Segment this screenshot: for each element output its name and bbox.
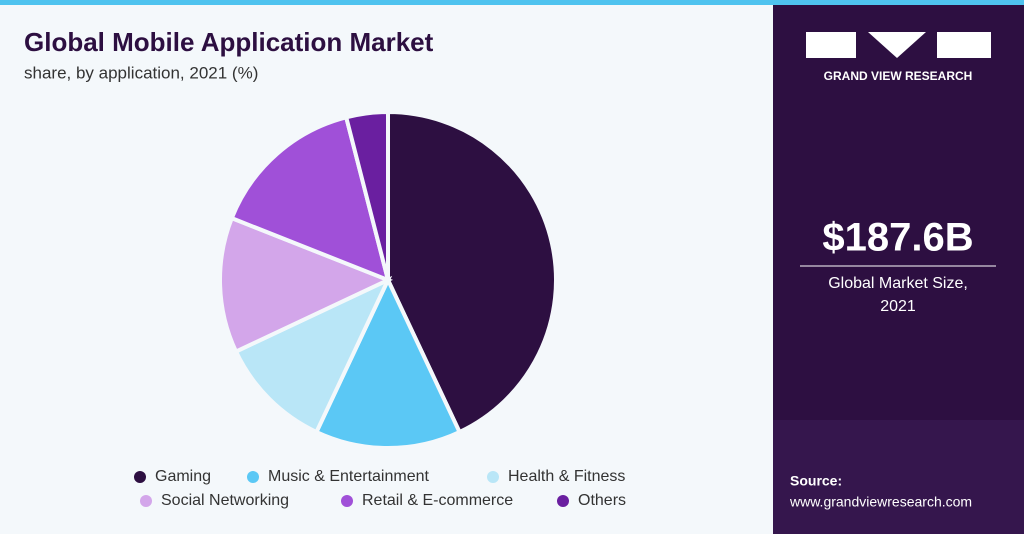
brand: GRAND VIEW RESEARCH [824,69,973,83]
market-size-label: Global Market Size, 2021 [828,275,968,315]
legend-marker [247,471,259,483]
legend-marker [341,495,353,507]
top-border [0,0,1024,5]
legend-label: Health & Fitness [508,468,625,485]
pie-slice [218,215,394,355]
chart-title: Global Mobile Application Market [24,27,434,57]
pie-slice [229,114,391,284]
legend-label: Music & Entertainment [268,468,430,485]
pie-slice [313,275,463,450]
pie-slice [386,109,558,435]
legend-label: Social Networking [161,492,289,509]
legend-label: Gaming [155,468,211,485]
legend-label: Others [578,492,626,509]
market-size: $187.6B [822,216,973,260]
legend-marker [487,471,499,483]
pie-slice [233,275,393,435]
logo [806,32,991,58]
legend-marker [134,471,146,483]
source-label: Source: [790,473,842,489]
sidebar-grid [773,420,1024,534]
legend-marker [140,495,152,507]
pie-slice [343,109,390,281]
source-url: www.grandviewresearch.com [789,494,972,510]
legend-marker [557,495,569,507]
legend-label: Retail & E-commerce [362,492,513,509]
chart-subtitle: share, by application, 2021 (%) [24,63,258,82]
